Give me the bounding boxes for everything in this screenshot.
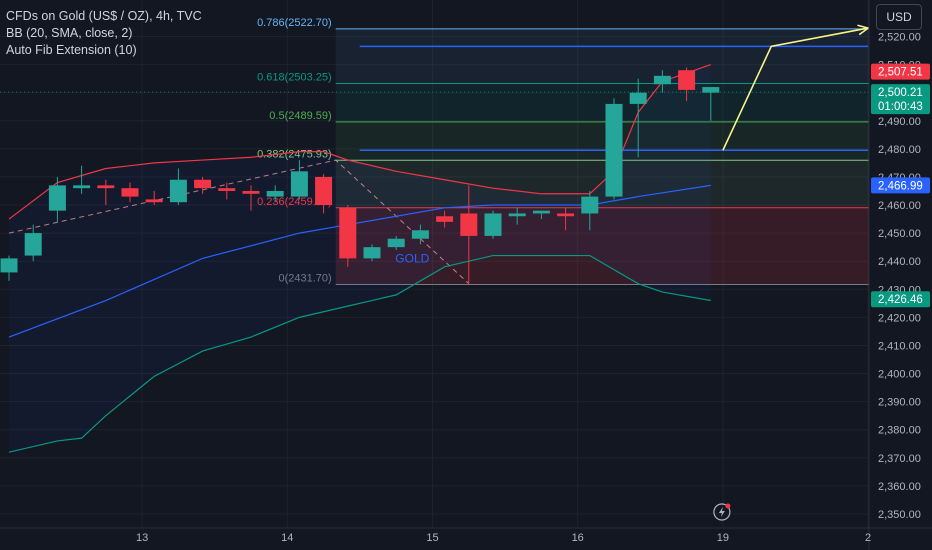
candle-body-19 — [460, 213, 478, 236]
symbol-title[interactable]: CFDs on Gold (US$ / OZ), 4h, TVC — [6, 9, 202, 23]
lightning-icon-bolt — [718, 507, 725, 517]
candle-body-24 — [581, 196, 599, 214]
candle-body-28 — [678, 70, 696, 90]
x-tick-2: 15 — [426, 532, 438, 544]
candle-body-5 — [121, 188, 139, 197]
candle-body-25 — [605, 103, 623, 197]
y-tick-2: 2,370.00 — [878, 453, 921, 465]
candle-body-22 — [532, 210, 550, 214]
x-tick-4: 19 — [717, 532, 729, 544]
candle-body-18 — [436, 216, 454, 222]
candle-body-17 — [411, 230, 429, 239]
y-tick-6: 2,410.00 — [878, 340, 921, 352]
x-tick-3: 16 — [572, 532, 584, 544]
y-tick-7: 2,420.00 — [878, 312, 921, 324]
y-tick-10: 2,450.00 — [878, 228, 921, 240]
candle-body-15 — [363, 247, 381, 259]
candle-body-4 — [97, 185, 115, 189]
price-badge-text-1: 2,500.21 — [878, 87, 923, 99]
candle-body-27 — [653, 75, 671, 85]
candle-body-21 — [508, 213, 526, 217]
candle-body-2 — [48, 185, 66, 211]
indicator-bb-label[interactable]: BB (20, SMA, close, 2) — [6, 26, 133, 40]
y-tick-3: 2,380.00 — [878, 425, 921, 437]
fib-label-0.5: 0.5(2489.59) — [269, 110, 331, 122]
lightning-icon[interactable] — [713, 503, 731, 521]
candle-body-11 — [266, 190, 284, 197]
candle-body-7 — [169, 179, 187, 203]
y-tick-5: 2,400.00 — [878, 369, 921, 381]
indicator-fib-label[interactable]: Auto Fib Extension (10) — [6, 43, 137, 57]
candle-body-16 — [387, 238, 405, 248]
trend-arrow-line — [722, 27, 869, 151]
y-tick-0: 2,350.00 — [878, 509, 921, 521]
candle-body-8 — [194, 179, 212, 189]
y-tick-11: 2,460.00 — [878, 200, 921, 212]
price-axis-bg — [869, 0, 932, 550]
fib-label-0.236: 0.236(2459.02) — [257, 196, 332, 208]
candle-body-14 — [339, 207, 357, 259]
x-tick-0: 13 — [136, 532, 148, 544]
y-tick-14: 2,490.00 — [878, 116, 921, 128]
price-badge-text-2: 2,466.99 — [878, 180, 923, 192]
fib-zone-0.382 — [335, 160, 869, 208]
fib-zone-0.5 — [335, 121, 869, 161]
fib-dashed-trend — [8, 159, 470, 285]
price-badge-text-0: 2,507.51 — [878, 67, 923, 79]
candle-body-10 — [242, 190, 260, 194]
price-badge-2 — [871, 177, 930, 194]
candle-body-13 — [315, 176, 333, 206]
lightning-icon-ring — [713, 503, 731, 521]
candle-body-23 — [557, 213, 575, 217]
price-badge-sub-1: 01:00:43 — [878, 101, 923, 113]
price-badge-1 — [871, 84, 930, 115]
candle-body-12 — [290, 171, 308, 197]
price-badge-text-3: 2,426.46 — [878, 294, 923, 306]
fib-label-0.786: 0.786(2522.70) — [257, 17, 332, 29]
bb-lower-line — [8, 254, 711, 453]
candle-body-29 — [702, 87, 720, 93]
candle-body-6 — [145, 199, 163, 203]
trend-arrow-head — [857, 24, 870, 36]
candle-body-0 — [0, 258, 18, 273]
x-tick-5: 2 — [865, 532, 871, 544]
fib-label-0: 0(2431.70) — [278, 273, 331, 285]
y-tick-17: 2,520.00 — [878, 32, 921, 44]
candle-body-9 — [218, 188, 236, 191]
lightning-icon-dot — [725, 503, 731, 509]
candle-body-3 — [73, 185, 91, 189]
x-tick-1: 14 — [281, 532, 293, 544]
fib-zone-0.786 — [335, 28, 869, 84]
y-tick-4: 2,390.00 — [878, 397, 921, 409]
fib-zone-0.236 — [335, 207, 869, 285]
gold-label: GOLD — [395, 251, 429, 265]
candle-body-1 — [24, 233, 42, 256]
currency-button[interactable]: USD — [876, 4, 922, 30]
price-badge-3 — [871, 291, 930, 308]
candle-body-26 — [629, 92, 647, 104]
y-tick-13: 2,480.00 — [878, 144, 921, 156]
fib-label-0.618: 0.618(2503.25) — [257, 72, 332, 84]
fib-zone-0.618 — [335, 83, 869, 122]
price-badge-0 — [871, 63, 930, 80]
candle-body-20 — [484, 213, 502, 236]
y-tick-1: 2,360.00 — [878, 481, 921, 493]
y-tick-9: 2,440.00 — [878, 256, 921, 268]
chart-legend: CFDs on Gold (US$ / OZ), 4h, TVC BB (20,… — [6, 8, 202, 59]
